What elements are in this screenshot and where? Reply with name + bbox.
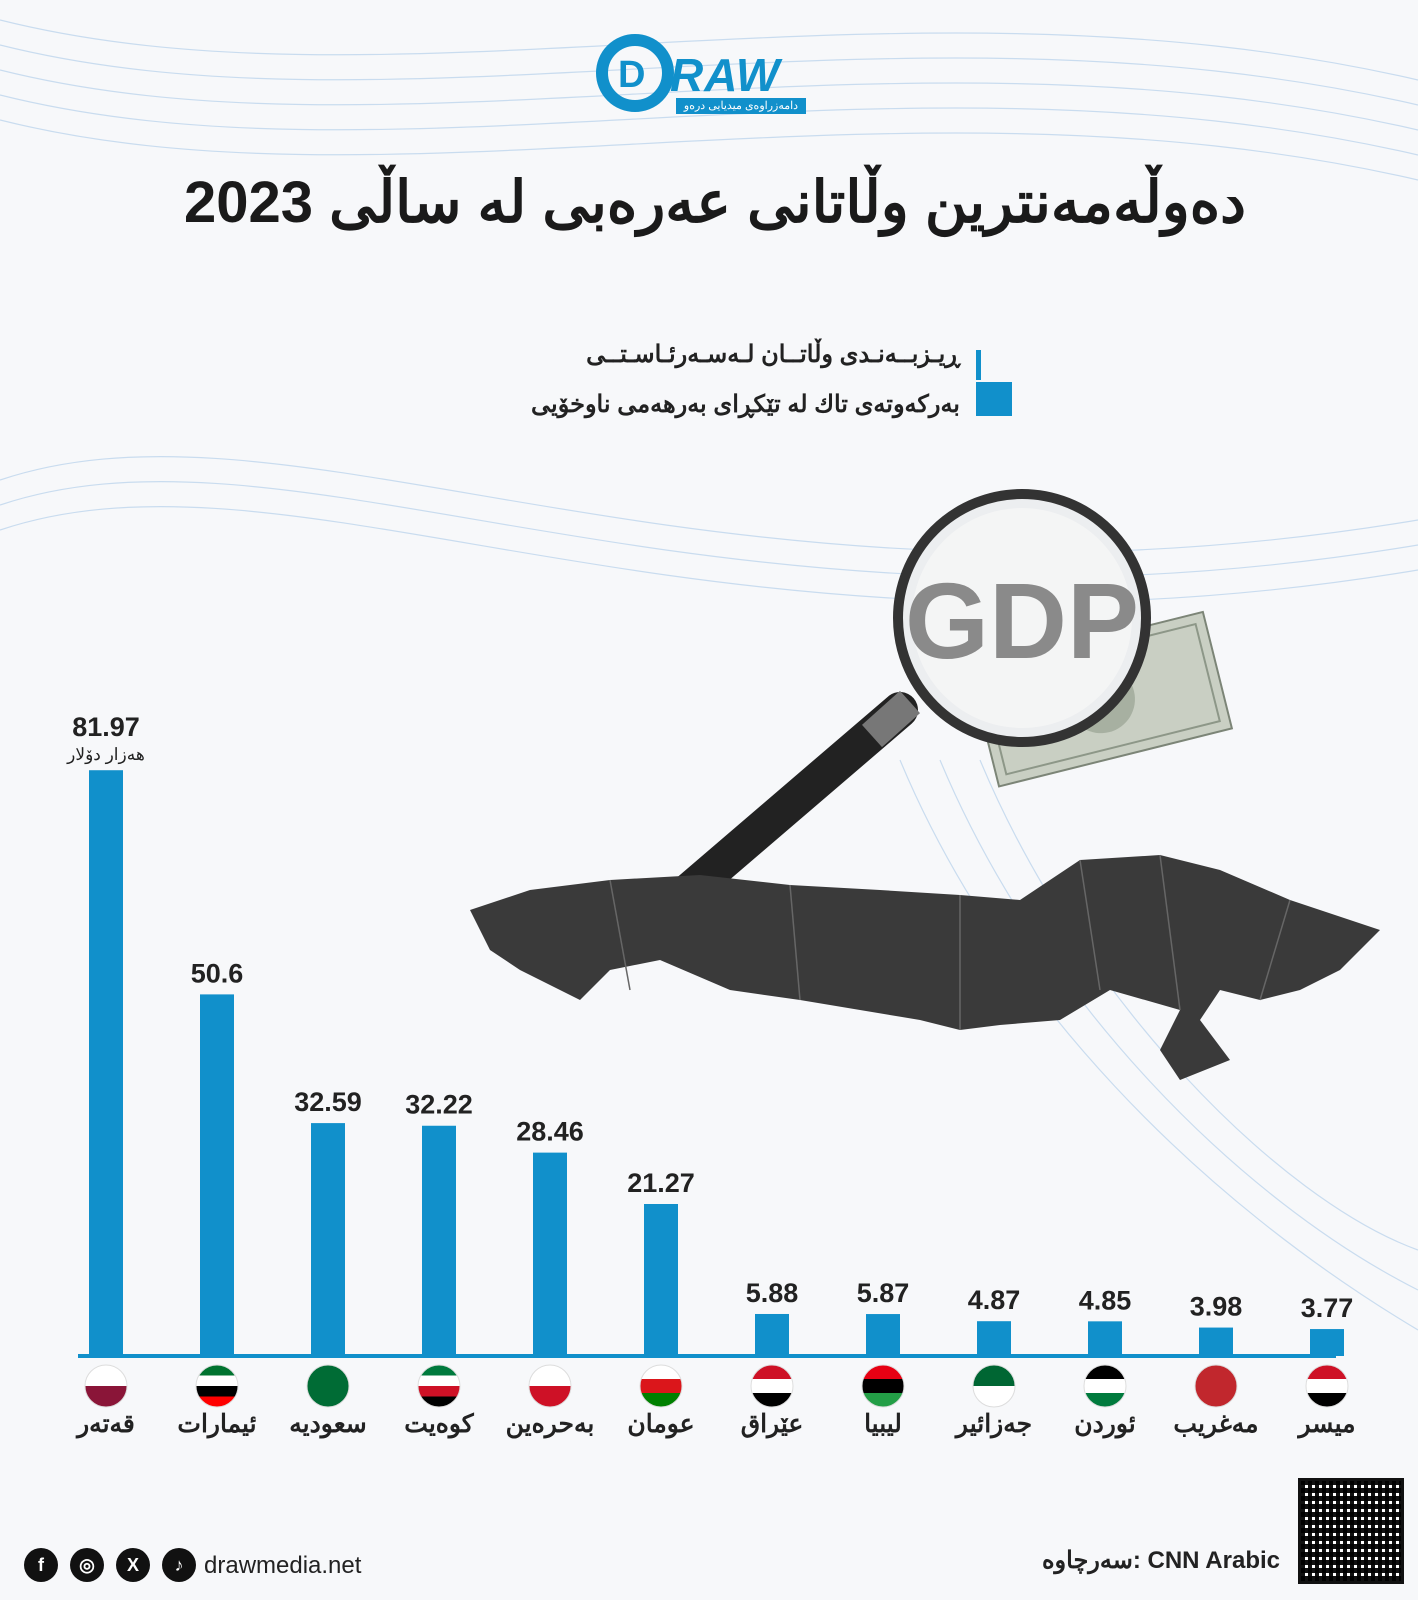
category-label-5: عومان: [627, 1410, 694, 1439]
category-label-3: کوەیت: [404, 1410, 475, 1439]
unit-label: هەزار دۆلار: [66, 745, 145, 765]
legend-accent-bar: [976, 350, 981, 380]
bar-9: [1088, 1321, 1122, 1356]
value-label-7: 5.87: [857, 1278, 910, 1308]
magnifier-illustration: GDP: [672, 489, 1234, 908]
egypt-flag: [1305, 1364, 1349, 1408]
saudi-flag: [306, 1364, 350, 1408]
value-label-3: 32.22: [405, 1090, 473, 1120]
category-label-0: قەتەر: [75, 1410, 135, 1439]
logo-wordmark: RAW: [670, 49, 781, 101]
tiktok-icon[interactable]: ♪: [162, 1548, 196, 1582]
bar-3: [422, 1125, 456, 1356]
bar-4: [533, 1152, 567, 1356]
value-label-10: 3.98: [1190, 1292, 1243, 1322]
magnifier-handle: [672, 692, 918, 908]
oman-flag: [639, 1364, 683, 1408]
jordan-flag: [1083, 1364, 1127, 1408]
page-title: دەوڵەمەنترین وڵاتانی عەرەبی لە ساڵی 2023: [184, 170, 1246, 235]
subtitle-line-1: ڕیـزبــەنـدی وڵاتــان لـەسـەرئـاسـتــی: [586, 341, 960, 368]
bar-0: [89, 770, 123, 1356]
value-label-4: 28.46: [516, 1117, 584, 1147]
value-label-11: 3.77: [1301, 1293, 1354, 1323]
legend-accent-box: [976, 382, 1012, 416]
category-label-10: مەغریب: [1173, 1410, 1258, 1439]
category-label-1: ئیمارات: [177, 1410, 256, 1439]
value-label-0: 81.97: [72, 712, 140, 742]
arab-world-map: [470, 854, 1380, 1080]
libya-flag: [861, 1364, 905, 1408]
logo-subtitle: دامەزراوەی میدیایی درەو: [676, 98, 806, 114]
bar-5: [644, 1203, 678, 1356]
algeria-flag: [972, 1364, 1016, 1408]
category-label-8: جەزائیر: [954, 1410, 1032, 1439]
morocco-flag: [1194, 1364, 1238, 1408]
bar-10: [1199, 1327, 1233, 1356]
bar-7: [866, 1314, 900, 1356]
uae-flag: [195, 1364, 239, 1408]
iraq-flag: [750, 1364, 794, 1408]
value-label-5: 21.27: [627, 1168, 695, 1198]
bar-6: [755, 1313, 789, 1356]
draw-logo: D RAW دامەزراوەی میدیایی درەو: [596, 30, 826, 120]
category-label-2: سعودیە: [289, 1410, 366, 1439]
category-label-7: لیبیا: [864, 1410, 902, 1438]
website-link[interactable]: drawmedia.net: [204, 1552, 362, 1579]
bar-2: [311, 1123, 345, 1356]
logo-letter: D: [618, 54, 646, 96]
qr-code: [1298, 1478, 1404, 1584]
bahrain-flag: [528, 1364, 572, 1408]
facebook-icon[interactable]: f: [24, 1548, 58, 1582]
value-label-6: 5.88: [746, 1278, 799, 1308]
value-label-8: 4.87: [968, 1285, 1021, 1315]
bar-8: [977, 1321, 1011, 1356]
value-label-1: 50.6: [191, 958, 244, 988]
magnifier-collar: [861, 690, 921, 748]
bar-1: [200, 994, 234, 1356]
category-label-6: عێراق: [741, 1410, 804, 1439]
subtitle-line-2: بەرکەوتەی تاك لە تێکڕای بەرهەمی ناوخۆیی: [531, 391, 960, 418]
x-icon[interactable]: X: [116, 1548, 150, 1582]
social-links: f ◎ X ♪: [24, 1548, 196, 1582]
instagram-icon[interactable]: ◎: [70, 1548, 104, 1582]
bar-11: [1310, 1329, 1344, 1356]
category-label-4: بەحرەین: [506, 1410, 595, 1439]
gdp-text: GDP: [905, 560, 1139, 681]
kuwait-flag: [417, 1364, 461, 1408]
category-label-9: ئوردن: [1074, 1410, 1135, 1439]
value-label-2: 32.59: [294, 1087, 362, 1117]
source-credit: سەرچاوە: CNN Arabic: [1041, 1547, 1280, 1574]
value-label-9: 4.85: [1079, 1285, 1132, 1315]
category-label-11: میسر: [1296, 1410, 1355, 1439]
qatar-flag: [84, 1364, 128, 1408]
